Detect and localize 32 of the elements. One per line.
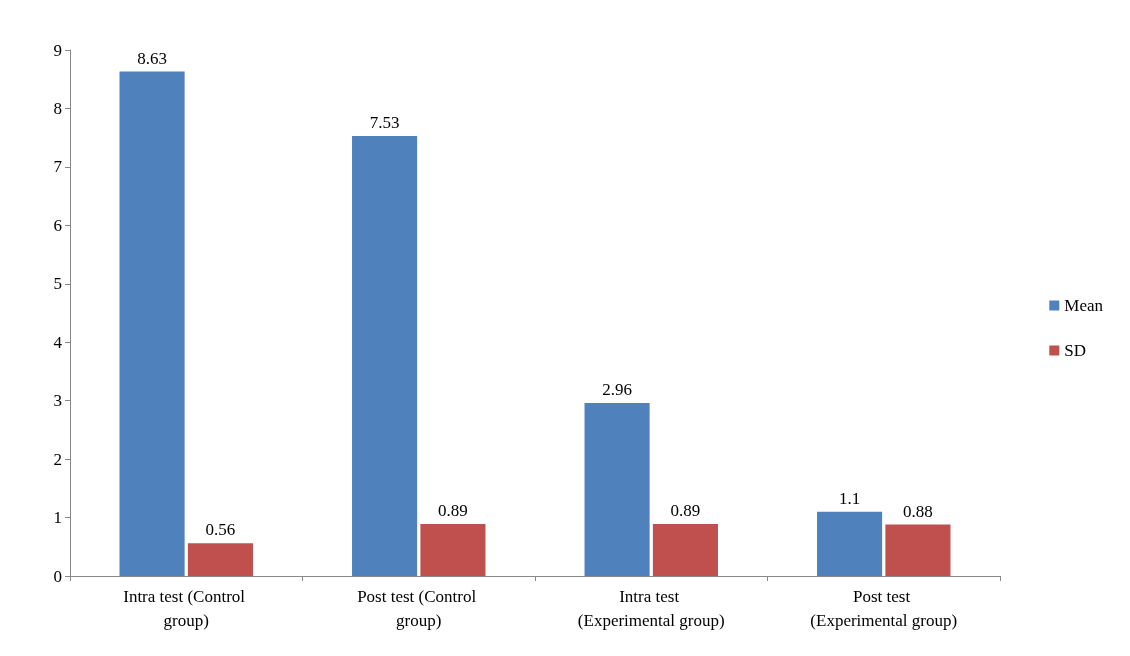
y-tick-label: 1 — [53, 508, 62, 528]
y-tick-label: 3 — [53, 391, 62, 411]
bar — [352, 135, 418, 576]
data-label: 0.56 — [205, 520, 236, 540]
bar — [817, 511, 883, 576]
bar — [652, 523, 718, 576]
y-tick-label: 4 — [53, 332, 63, 352]
y-tick-label: 9 — [53, 40, 62, 60]
x-tick-label: Post test (Experimental group) — [810, 586, 958, 630]
bar — [885, 524, 951, 576]
bar — [584, 403, 650, 576]
data-label: 0.88 — [903, 501, 933, 521]
x-tick-label: Intra test (Control group) — [123, 586, 250, 630]
data-label: 0.89 — [670, 500, 701, 520]
data-label: 0.89 — [438, 500, 468, 520]
data-label: 2.96 — [602, 380, 632, 399]
bar — [420, 523, 486, 576]
y-tick-label: 6 — [53, 215, 62, 235]
bar — [119, 71, 185, 576]
data-label: 7.53 — [369, 112, 400, 132]
y-tick-label: 2 — [53, 449, 62, 469]
y-tick-label: 0 — [53, 566, 62, 586]
x-tick-label: Post test (Control group) — [357, 586, 481, 630]
data-label: 1.1 — [838, 488, 861, 508]
bar — [187, 543, 253, 576]
x-tick-label: Intra test (Experimental group) — [577, 586, 725, 630]
data-label: 8.63 — [137, 48, 167, 68]
y-tick-label: 7 — [53, 157, 63, 177]
legend-label: Mean — [1064, 296, 1104, 315]
y-tick-label: 5 — [53, 274, 62, 294]
y-tick-label: 8 — [53, 98, 62, 118]
legend-label: SD — [1064, 341, 1087, 360]
